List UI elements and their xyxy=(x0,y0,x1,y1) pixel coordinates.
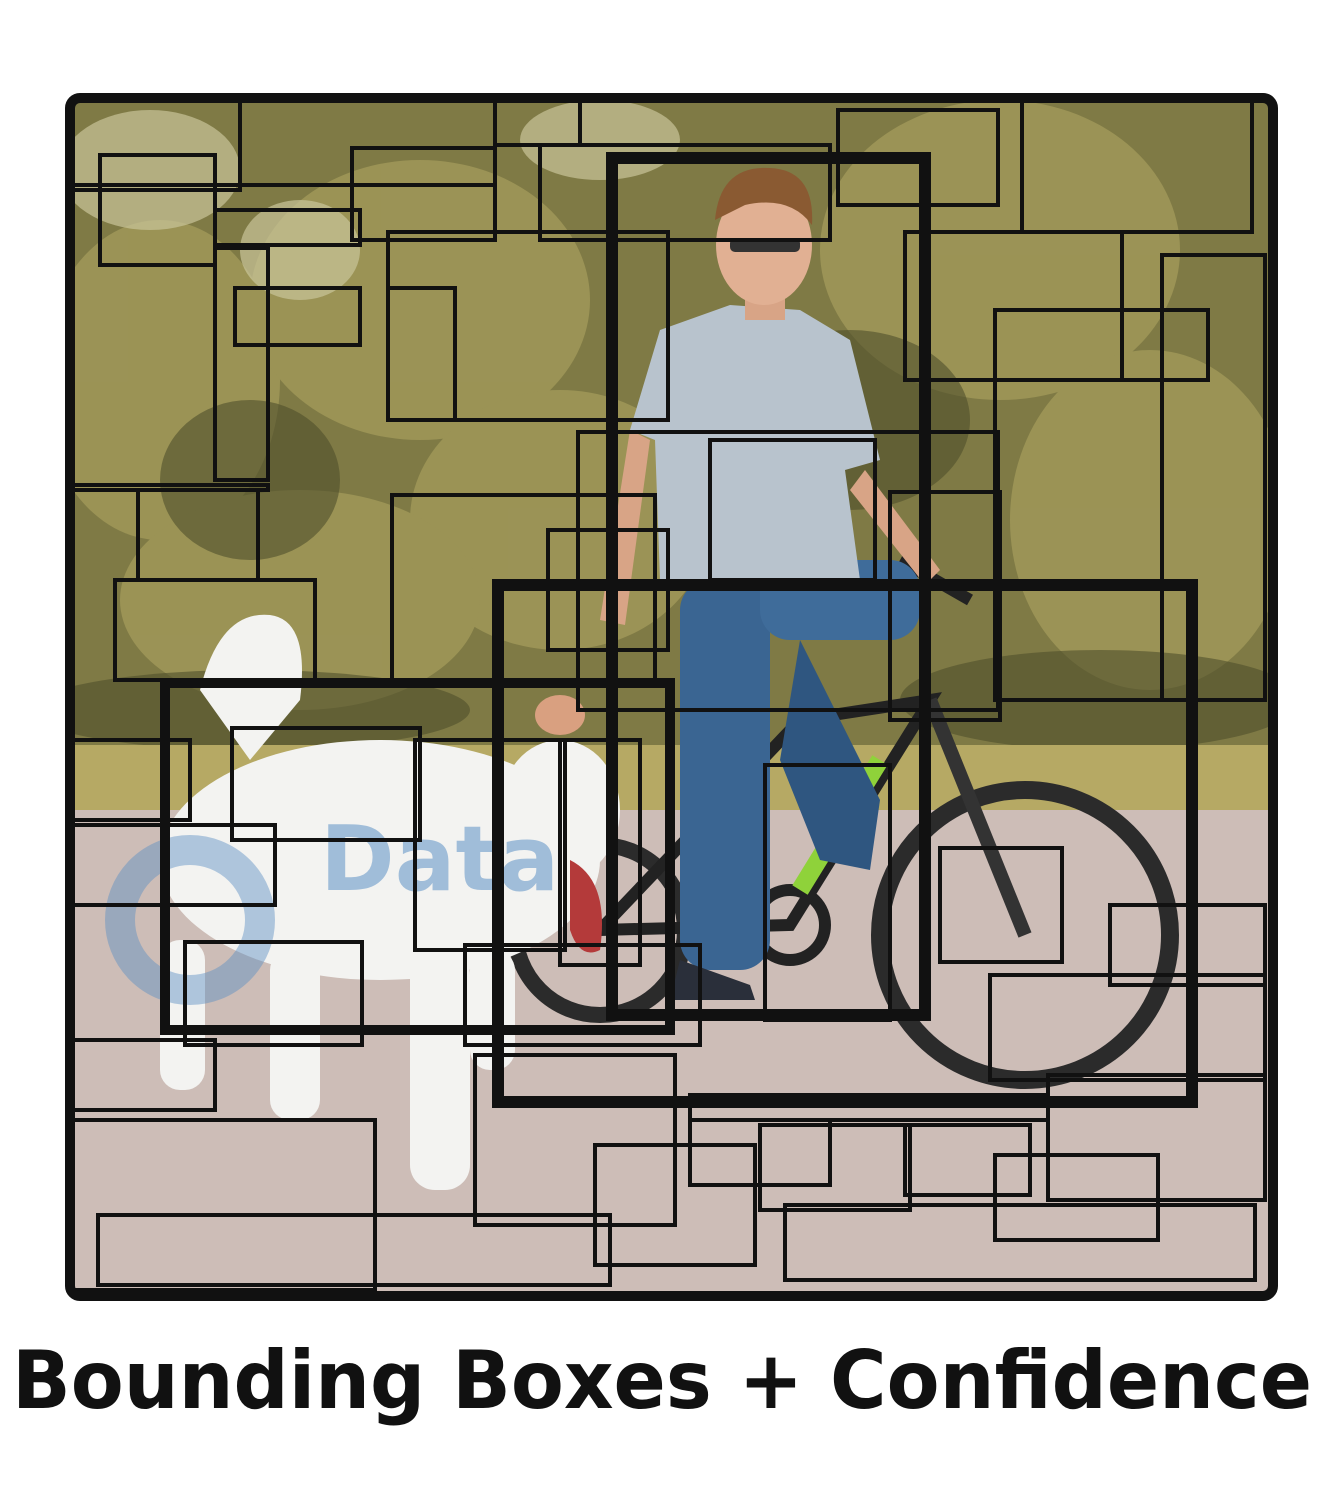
bounding-box xyxy=(688,1093,1050,1122)
bounding-box xyxy=(763,763,892,1022)
bounding-box xyxy=(463,943,702,1047)
watermark: Data xyxy=(320,807,559,912)
bounding-box xyxy=(558,738,642,967)
bounding-box xyxy=(96,1213,612,1287)
bounding-box xyxy=(213,246,270,482)
bounding-box xyxy=(233,286,362,347)
bounding-box xyxy=(72,183,242,192)
bounding-box xyxy=(538,143,832,242)
caption: Bounding Boxes + Confidence xyxy=(12,1334,1312,1427)
bounding-box xyxy=(1046,1073,1267,1202)
bounding-box xyxy=(1108,903,1267,987)
bounding-box xyxy=(386,286,457,422)
watermark-logo xyxy=(105,835,275,1005)
image-frame xyxy=(65,93,1278,1301)
bounding-box xyxy=(350,146,497,242)
bounding-box xyxy=(938,846,1064,964)
bounding-box xyxy=(546,528,670,652)
bounding-box xyxy=(72,823,277,907)
bounding-box xyxy=(72,1038,217,1112)
bounding-box xyxy=(160,678,675,1035)
bounding-box xyxy=(492,579,1198,1108)
bounding-box xyxy=(758,1123,912,1212)
bounding-box xyxy=(593,1143,757,1267)
bounding-box xyxy=(473,1053,677,1227)
bounding-box xyxy=(390,493,657,682)
bounding-box xyxy=(888,490,1002,722)
photo: Data xyxy=(72,100,1271,1294)
bounding-box xyxy=(230,726,422,842)
bounding-box xyxy=(72,738,192,822)
bounding-box xyxy=(836,108,1000,207)
bounding-box xyxy=(72,1118,377,1292)
bounding-box xyxy=(413,738,567,952)
bounding-box xyxy=(993,308,1164,702)
bounding-boxes xyxy=(72,100,1267,1292)
bounding-box xyxy=(213,208,362,247)
bounding-box xyxy=(1020,100,1254,234)
bounding-box xyxy=(183,940,364,1047)
bounding-box xyxy=(708,438,877,582)
dog xyxy=(160,614,620,1190)
bounding-box xyxy=(993,1153,1160,1242)
bounding-box xyxy=(493,100,582,147)
bounding-box xyxy=(783,1203,1257,1282)
bounding-box xyxy=(988,973,1267,1082)
sky-patches xyxy=(72,100,680,300)
bounding-box xyxy=(113,578,317,682)
bounding-box xyxy=(903,1123,1032,1197)
